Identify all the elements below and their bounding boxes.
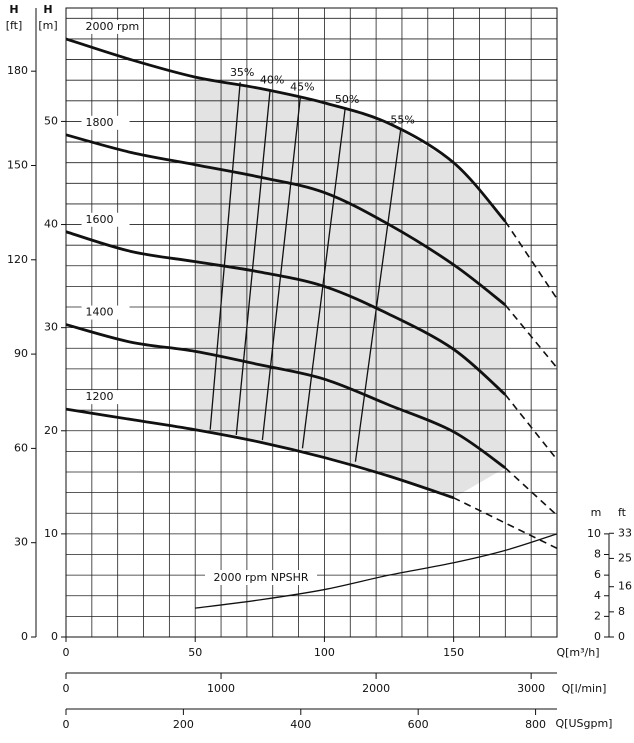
pump-curve [65, 407, 455, 500]
x-tick-label: 150 [443, 646, 464, 659]
y-tick-label: 30 [44, 321, 58, 334]
x-gpm-tick-label: 800 [525, 718, 546, 731]
x-lmin-tick-label: 0 [63, 682, 70, 695]
npshr-m-tick-label: 2 [594, 609, 601, 622]
y-tick-label: 20 [44, 424, 58, 437]
pump-curve [65, 230, 507, 396]
y-unit: [m] [38, 19, 57, 32]
efficiency-label: 45% [290, 81, 314, 94]
y-label: H [43, 3, 52, 16]
npshr-m-tick-label: 0 [594, 630, 601, 643]
x-gpm-tick-label: 600 [408, 718, 429, 731]
efficiency-line [261, 96, 302, 441]
pump-curve-extension [504, 467, 558, 516]
x-lmin-tick-label: 2000 [362, 682, 390, 695]
npshr-ft-tick-label: 8 [618, 605, 625, 618]
curve-label-bg [81, 390, 130, 405]
npshr-m-label: m [591, 506, 602, 519]
efficiency-label: 55% [390, 114, 414, 127]
npshr-ft-tick-label: 33 [618, 526, 632, 539]
x-lmin-tick-label: 3000 [517, 682, 545, 695]
pump-curve-extension [504, 394, 558, 461]
efficiency-label: 35% [230, 66, 254, 79]
x-gpm-label: Q[USgpm] [556, 717, 613, 730]
x-label: Q[m³/h] [556, 646, 599, 659]
npshr-label: 2000 rpm NPSHR [214, 571, 309, 584]
npshr-label-bg [205, 570, 317, 585]
pump-curve [65, 37, 507, 223]
curve-label: 1800 [86, 116, 114, 129]
npshr-curve [195, 533, 558, 609]
curve-label-bg [81, 19, 130, 34]
x-tick-label: 0 [63, 646, 70, 659]
efficiency-line [209, 82, 241, 430]
efficiency-line [235, 89, 271, 435]
plot-frame [65, 7, 558, 638]
y-ft-tick-label: 180 [7, 64, 28, 77]
y-tick-label: 40 [44, 218, 58, 231]
npshr-ft-tick-label: 0 [618, 630, 625, 643]
curve-label-bg [81, 305, 130, 320]
npshr-ft-tick-label: 25 [618, 551, 632, 564]
y-ft-tick-label: 0 [21, 630, 28, 643]
pump-curve [65, 133, 507, 307]
efficiency-label: 50% [335, 93, 359, 106]
y-ft-tick-label: 90 [14, 347, 28, 360]
efficiency-label: 40% [260, 73, 284, 86]
y-ft-unit: [ft] [6, 19, 23, 32]
y-tick-label: 0 [51, 630, 58, 643]
x-tick-label: 100 [314, 646, 335, 659]
y-ft-tick-label: 60 [14, 441, 28, 454]
pump-curve-extension [504, 304, 558, 369]
npshr-m-tick-label: 8 [594, 548, 601, 561]
npshr-m-tick-label: 6 [594, 568, 601, 581]
npshr-ft-tick-label: 16 [618, 580, 632, 593]
y-ft-tick-label: 120 [7, 253, 28, 266]
curve-label-bg [81, 212, 130, 227]
efficiency-line [301, 108, 346, 449]
x-gpm-tick-label: 200 [173, 718, 194, 731]
curve-label: 1200 [86, 390, 114, 403]
y-tick-label: 50 [44, 114, 58, 127]
efficiency-line [354, 129, 402, 462]
x-gpm-tick-label: 400 [290, 718, 311, 731]
curve-label: 1600 [86, 213, 114, 226]
curve-label: 2000 rpm [86, 20, 140, 33]
x-tick-label: 50 [188, 646, 202, 659]
x-gpm-tick-label: 0 [63, 718, 70, 731]
y-tick-label: 10 [44, 527, 58, 540]
x-lmin-tick-label: 1000 [207, 682, 235, 695]
pump-curve-extension [504, 221, 558, 300]
curve-label: 1400 [86, 306, 114, 319]
npshr-ft-label: ft [618, 506, 627, 519]
curve-label-bg [81, 115, 130, 130]
pump-curve [65, 323, 507, 470]
npshr-m-tick-label: 4 [594, 589, 601, 602]
npshr-m-tick-label: 10 [587, 527, 601, 540]
y-ft-tick-label: 150 [7, 158, 28, 171]
y-ft-tick-label: 30 [14, 536, 28, 549]
x-lmin-label: Q[l/min] [562, 682, 607, 695]
y-ft-label: H [9, 3, 18, 16]
